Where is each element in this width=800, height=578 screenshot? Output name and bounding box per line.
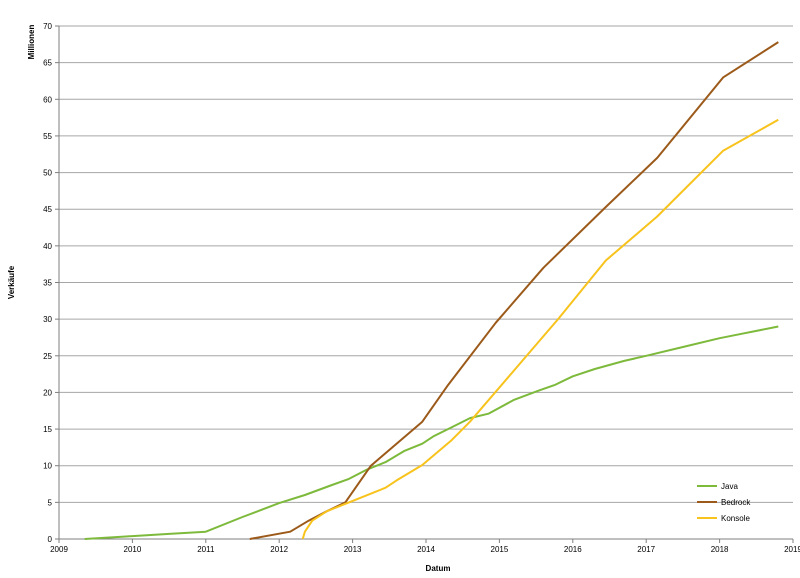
y-tick-label: 5 [48,498,53,507]
x-tick-label: 2015 [491,545,509,554]
y-tick-label: 20 [43,388,52,397]
x-tick-label: 2016 [564,545,582,554]
y-axis-title: Verkäufe [7,265,16,299]
y-tick-label: 15 [43,425,52,434]
legend-label-konsole: Konsole [721,514,750,523]
axes [58,26,794,543]
x-tick-label: 2009 [50,545,68,554]
gridlines [55,25,793,540]
x-tick-label: 2017 [637,545,655,554]
x-tick-label: 2018 [711,545,729,554]
series-line-java [84,325,779,540]
x-tick-label: 2019 [784,545,800,554]
y-tick-label: 65 [43,59,52,68]
x-tick-label: 2011 [197,545,215,554]
x-tick-label: 2014 [417,545,435,554]
legend: Java Bedrock Konsole [697,482,751,523]
x-axis-title: Datum [426,564,451,573]
legend-label-java: Java [721,482,738,491]
series-lines [84,41,779,540]
y-tick-label: 0 [48,535,53,544]
x-tick-labels: 2009 2010 2011 2012 2013 2014 2015 2016 2017 2018… [50,545,800,554]
y-tick-label: 10 [43,462,52,471]
y-tick-label: 70 [43,22,52,31]
x-tick-label: 2012 [270,545,288,554]
y-axis-unit: Millionen [27,25,36,60]
y-tick-label: 60 [43,95,52,104]
y-tick-label: 30 [43,315,52,324]
y-tick-label: 45 [43,205,52,214]
y-tick-label: 25 [43,352,52,361]
y-tick-label: 50 [43,169,52,178]
y-tick-labels: 0 5 10 15 20 25 30 35 40 45 50 55 60 65 70 [43,22,52,544]
x-tick-label: 2013 [344,545,362,554]
series-line-bedrock [249,41,779,540]
legend-label-bedrock: Bedrock [721,498,751,507]
x-tick-label: 2010 [124,545,142,554]
y-tick-label: 35 [43,279,52,288]
y-tick-label: 55 [43,132,52,141]
series-line-konsole [301,118,779,540]
y-tick-label: 40 [43,242,52,251]
